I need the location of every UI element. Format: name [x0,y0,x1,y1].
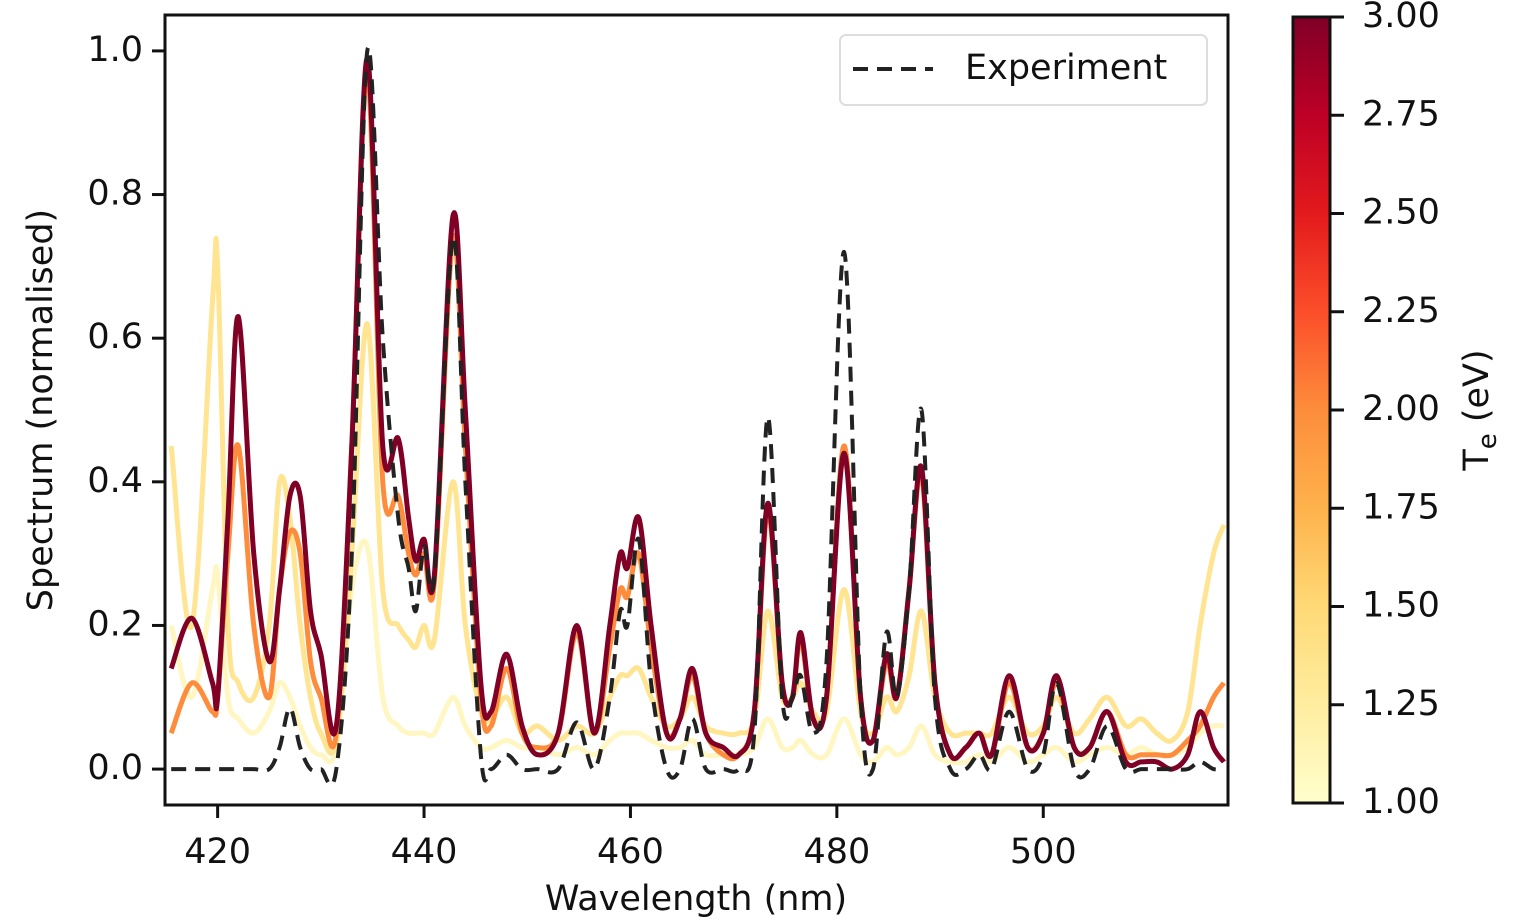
colorbar-tick-label: 2.75 [1362,94,1440,134]
legend-box [839,34,1208,106]
x-tick-label: 440 [391,832,458,872]
model-line [168,538,1225,766]
model-line [168,235,1227,756]
colorbar-tick-label: 2.25 [1362,291,1440,331]
y-tick-label: 0.8 [87,174,143,214]
colorbar-tick-label: 1.25 [1362,684,1440,724]
y-tick-label: 1.0 [87,30,143,70]
y-tick-label: 0.2 [87,604,143,644]
colorbar-label: Te (eV) [1457,349,1503,471]
plot-frame [163,13,1230,807]
colorbar-tick-label: 2.00 [1362,389,1440,429]
colorbar-tick-label: 1.50 [1362,586,1440,626]
colorbar-label-main: T [1457,449,1497,472]
colorbar-tick-label: 2.50 [1362,193,1440,233]
legend-label: Experiment [965,48,1167,88]
colorbar-label-sub: e [1473,433,1503,449]
y-axis-label: Spectrum (normalised) [21,209,61,611]
colorbar-label-unit: (eV) [1457,349,1497,433]
x-tick-label: 420 [184,832,251,872]
model-line [168,55,1226,772]
y-tick-label: 0.4 [87,461,143,501]
x-tick-label: 480 [803,832,870,872]
colorbar-tick-label: 1.75 [1362,487,1440,527]
y-tick-label: 0.6 [87,317,143,357]
colorbar-tick-label: 1.00 [1362,782,1440,822]
experiment-line [171,45,1224,788]
x-tick-label: 500 [1010,832,1077,872]
x-axis-label: Wavelength (nm) [545,879,847,919]
colorbar-tick-label: 3.00 [1362,0,1440,36]
colorbar [1291,15,1332,805]
y-tick-label: 0.0 [87,748,143,788]
plot-lines [168,45,1227,788]
model-line [168,69,1226,762]
x-tick-label: 460 [597,832,664,872]
